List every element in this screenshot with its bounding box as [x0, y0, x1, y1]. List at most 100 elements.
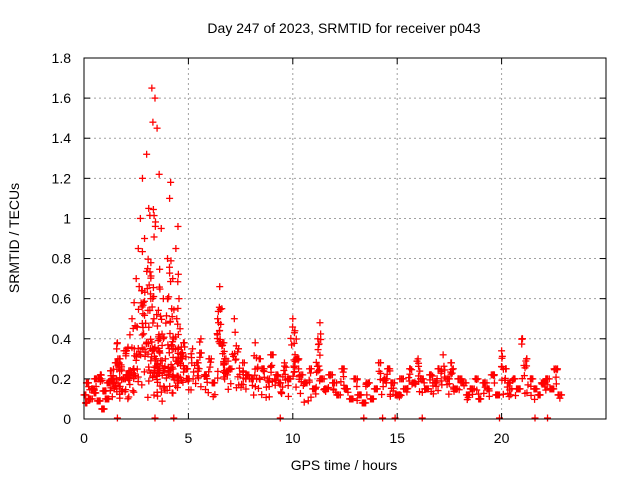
data-point [155, 170, 163, 178]
data-point [372, 385, 380, 393]
data-point [154, 306, 162, 314]
data-point [413, 357, 421, 365]
data-point [434, 387, 442, 395]
data-point [138, 331, 146, 339]
data-point [190, 368, 198, 376]
data-point [242, 385, 250, 393]
data-point [194, 374, 202, 382]
data-point [150, 212, 158, 220]
data-point [167, 361, 175, 369]
data-point [450, 385, 458, 393]
data-point [291, 358, 299, 366]
data-point [314, 367, 322, 375]
data-point [130, 299, 138, 307]
data-point [251, 339, 259, 347]
data-point [91, 389, 99, 397]
data-point [161, 355, 169, 363]
data-point [103, 395, 111, 403]
data-point [176, 325, 184, 333]
data-point [142, 319, 150, 327]
data-point [140, 368, 148, 376]
data-point [546, 385, 554, 393]
data-point [166, 330, 174, 338]
data-point [221, 355, 229, 363]
data-point [122, 386, 130, 394]
data-point [147, 272, 155, 280]
data-point [169, 275, 177, 283]
data-point [189, 345, 197, 353]
data-point [324, 384, 332, 392]
data-point [433, 375, 441, 383]
data-point [284, 392, 292, 400]
data-point [144, 393, 152, 401]
data-point [282, 363, 290, 371]
data-point [235, 345, 243, 353]
data-point [258, 391, 266, 399]
data-point [483, 379, 491, 387]
data-point [289, 323, 297, 331]
data-point [447, 368, 455, 376]
data-point [294, 356, 302, 364]
x-tick-label: 10 [285, 430, 301, 446]
data-point [380, 375, 388, 383]
y-tick-label: 1.8 [52, 50, 72, 66]
data-point [180, 365, 188, 373]
data-point [543, 375, 551, 383]
data-point [505, 393, 513, 401]
y-tick-label: 0.8 [52, 251, 72, 267]
data-point [362, 380, 370, 388]
data-point [84, 379, 92, 387]
data-point [264, 377, 272, 385]
data-point [141, 311, 149, 319]
data-point [158, 397, 166, 405]
data-point [552, 373, 560, 381]
data-point [158, 315, 166, 323]
data-point [157, 312, 165, 320]
data-point [320, 375, 328, 383]
data-point [96, 378, 104, 386]
data-point [469, 385, 477, 393]
data-point [338, 365, 346, 373]
data-point [455, 386, 463, 394]
data-point [278, 390, 286, 398]
data-point [125, 393, 133, 401]
data-point [552, 380, 560, 388]
data-point [384, 365, 392, 373]
data-point [109, 365, 117, 373]
data-point [289, 372, 297, 380]
data-point [379, 383, 387, 391]
data-point [499, 390, 507, 398]
data-point [179, 349, 187, 357]
data-point [485, 392, 493, 400]
data-point [176, 373, 184, 381]
y-tick-label: 0.4 [52, 331, 72, 347]
data-point [243, 371, 251, 379]
x-tick-label: 15 [389, 430, 405, 446]
data-point [291, 351, 299, 359]
data-point [202, 372, 210, 380]
data-point [153, 322, 161, 330]
data-point [277, 388, 285, 396]
data-point [440, 362, 448, 370]
data-point [168, 313, 176, 321]
data-point [126, 381, 134, 389]
data-point [268, 361, 276, 369]
data-point [133, 365, 141, 373]
data-point [169, 365, 177, 373]
data-point [215, 319, 223, 327]
data-point [159, 335, 167, 343]
data-point [214, 367, 222, 375]
y-tick-label: 1 [63, 210, 71, 226]
data-point [274, 371, 282, 379]
data-point [354, 391, 362, 399]
data-point [367, 395, 375, 403]
data-point [429, 379, 437, 387]
data-point [305, 378, 313, 386]
data-point [124, 395, 132, 403]
data-point [150, 293, 158, 301]
data-point [518, 335, 526, 343]
data-point [116, 355, 124, 363]
data-point [221, 375, 229, 383]
data-point [194, 359, 202, 367]
data-point [375, 359, 383, 367]
